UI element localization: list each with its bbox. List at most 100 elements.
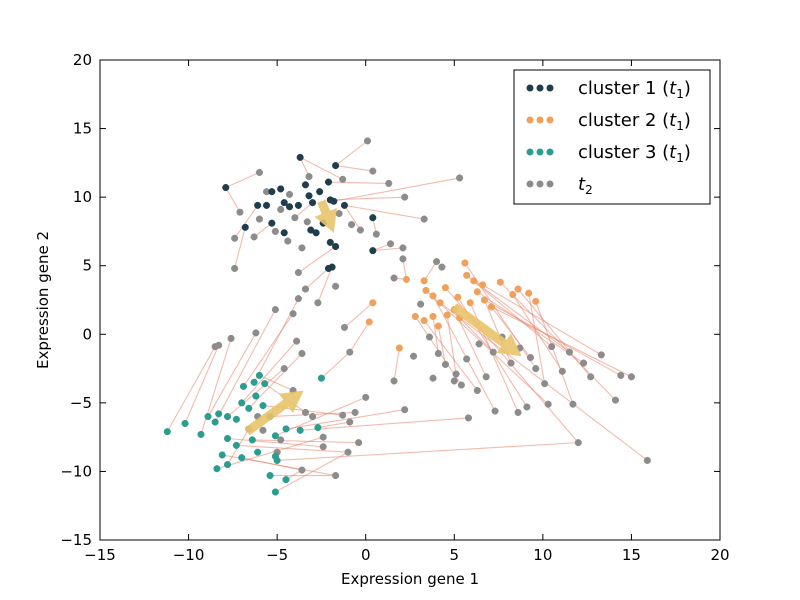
point-t2 (351, 408, 359, 417)
transition-edge (227, 437, 324, 448)
point-cluster-2 (429, 292, 437, 300)
legend-marker (536, 180, 544, 188)
x-tick-label: 15 (622, 546, 641, 564)
point-cluster-2 (429, 312, 437, 321)
point-cluster-1 (296, 153, 304, 161)
point-cluster-1 (340, 201, 349, 209)
point-t2 (215, 341, 223, 349)
point-t2 (362, 393, 370, 401)
transition-edge (344, 204, 425, 220)
point-cluster-3 (204, 413, 212, 421)
velocity-arrow (244, 390, 304, 436)
transition-edge (317, 421, 350, 429)
transition-edge (243, 313, 294, 387)
transition-edge (259, 374, 294, 392)
point-cluster-1 (268, 188, 276, 196)
x-tick-label: −5 (266, 546, 288, 564)
point-t2 (532, 365, 540, 373)
point-t2 (250, 233, 258, 241)
point-cluster-1 (280, 229, 288, 237)
transition-edge (349, 321, 370, 353)
point-cluster-3 (314, 423, 322, 432)
point-t2 (401, 193, 409, 201)
point-t2 (332, 471, 340, 480)
point-cluster-2 (479, 281, 487, 289)
point-t2 (227, 334, 235, 342)
transition-edge (425, 289, 549, 405)
point-cluster-1 (309, 199, 317, 207)
point-cluster-3 (163, 428, 171, 436)
point-t2 (355, 439, 363, 447)
transition-edge (225, 187, 241, 213)
legend-box (513, 69, 711, 205)
point-t2 (303, 218, 311, 226)
point-cluster-3 (296, 426, 304, 434)
point-cluster-3 (232, 441, 240, 449)
transition-edge (305, 268, 329, 290)
axes-ticks: −15 −10 −5 0 5 10 15 20 −15 −10 −5 0 5 10 15 20 (60, 51, 729, 564)
point-t2 (541, 380, 549, 388)
legend-marker (546, 84, 554, 92)
point-cluster-3 (223, 434, 232, 443)
legend: cluster 1 (t1) cluster 2 (t1) cluster 3 (t… (513, 69, 711, 205)
transition-edge (241, 340, 298, 404)
point-t2 (574, 439, 582, 447)
point-t2 (231, 234, 239, 242)
transition-edge (285, 409, 405, 430)
point-t2 (420, 215, 428, 223)
point-cluster-3 (271, 432, 279, 440)
point-cluster-1 (241, 223, 249, 231)
point-cluster-2 (395, 344, 403, 352)
point-t2 (438, 263, 446, 271)
point-cluster-3 (271, 452, 279, 460)
point-cluster-3 (282, 476, 290, 484)
transition-edge (372, 247, 403, 252)
point-t2 (236, 208, 244, 216)
transition-edge (328, 181, 389, 184)
velocity-arrow (451, 303, 522, 357)
transition-edge (253, 222, 273, 238)
point-cluster-2 (369, 299, 377, 307)
point-t2 (433, 258, 441, 266)
point-cluster-2 (525, 289, 533, 297)
point-cluster-1 (332, 162, 340, 170)
point-cluster-3 (252, 392, 260, 400)
point-cluster-2 (480, 296, 488, 304)
point-t2 (319, 433, 327, 441)
transition-edge (234, 227, 246, 269)
x-tick-label: 0 (361, 546, 371, 564)
point-cluster-2 (496, 278, 504, 286)
point-t2 (456, 174, 464, 182)
legend-marker (546, 116, 554, 124)
point-t2 (482, 373, 490, 381)
point-t2 (293, 337, 301, 345)
point-cluster-2 (454, 293, 462, 301)
y-axis-label: Expression gene 2 (34, 231, 52, 369)
point-t2 (491, 407, 499, 415)
legend-label: cluster 2 (t1) (578, 110, 691, 133)
point-cluster-2 (463, 271, 471, 279)
legend-marker (536, 116, 544, 124)
point-t2 (285, 190, 294, 198)
transition-edge (393, 347, 400, 382)
point-t2 (314, 299, 322, 307)
point-cluster-1 (254, 201, 262, 209)
transition-edge (166, 346, 216, 432)
transition-edge (321, 351, 351, 379)
point-t2 (280, 365, 288, 373)
y-tick-label: −10 (60, 462, 92, 480)
point-t2 (617, 371, 625, 379)
point-t2 (277, 205, 285, 214)
point-cluster-3 (181, 419, 189, 427)
legend-marker (546, 148, 554, 156)
point-cluster-2 (470, 277, 478, 285)
point-cluster-2 (532, 297, 540, 305)
transition-edge (333, 177, 460, 202)
transition-edge (225, 171, 260, 189)
point-cluster-2 (422, 286, 430, 294)
x-axis-label: Expression gene 1 (341, 570, 479, 588)
point-t2 (309, 413, 317, 421)
point-t2 (291, 214, 299, 222)
y-tick-label: 15 (73, 120, 92, 138)
transition-edge (491, 306, 531, 358)
